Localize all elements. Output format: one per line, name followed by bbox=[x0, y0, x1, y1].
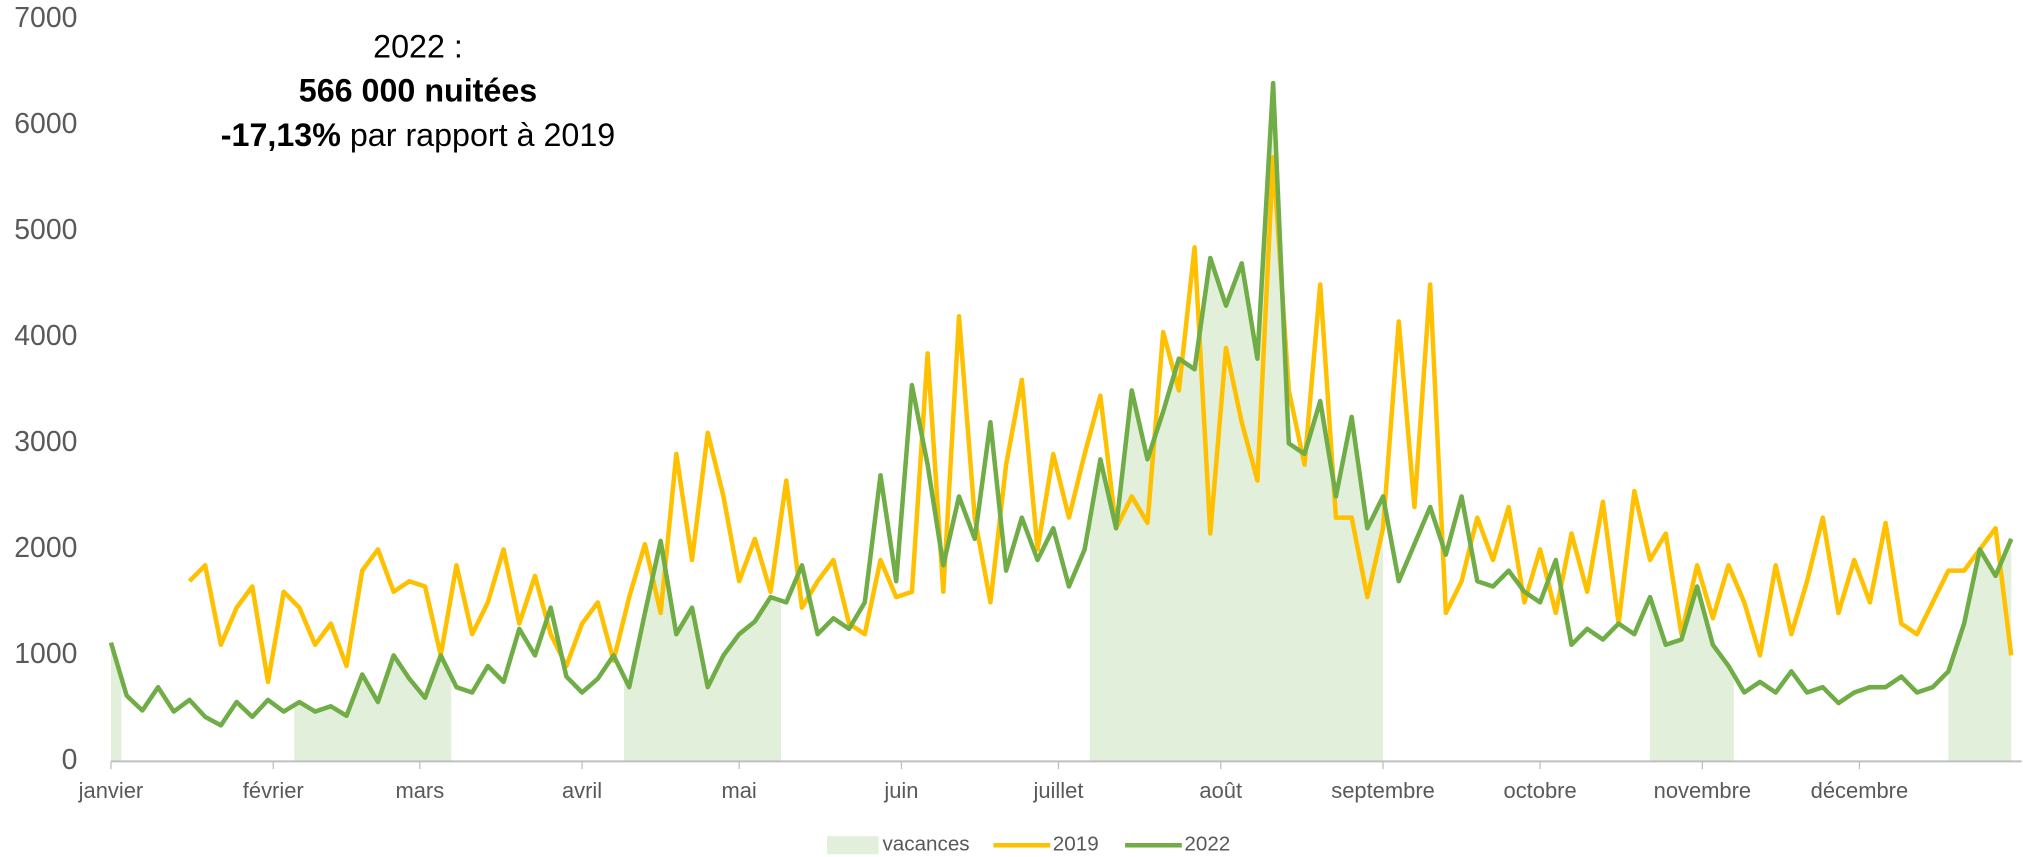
y-tick-label: 5000 bbox=[14, 214, 77, 246]
x-tick-label: janvier bbox=[78, 778, 144, 803]
series-line bbox=[187, 155, 2014, 685]
annotation: 2022 : 566 000 nuitées -17,13% par rappo… bbox=[221, 29, 615, 153]
x-tick-label: juin bbox=[883, 778, 918, 803]
x-tick-label: février bbox=[243, 778, 304, 803]
vacances-area bbox=[294, 655, 452, 762]
y-tick-label: 7000 bbox=[14, 2, 77, 34]
annotation-line: 2022 : bbox=[373, 29, 463, 65]
y-tick-label: 1000 bbox=[14, 638, 77, 670]
series-line bbox=[108, 80, 2014, 728]
legend-label: vacances bbox=[882, 833, 969, 856]
annotation-text: par rapport à 2019 bbox=[350, 116, 615, 152]
legend-swatch bbox=[827, 836, 879, 855]
annotation-line: 566 000 nuitées bbox=[299, 73, 537, 109]
x-tick-label: avril bbox=[562, 778, 602, 803]
x-tick-label: juillet bbox=[1032, 778, 1083, 803]
annotation-bold: -17,13% bbox=[221, 116, 341, 152]
x-tick-label: mars bbox=[395, 778, 444, 803]
x-tick-label: mai bbox=[721, 778, 756, 803]
vacances-area bbox=[1650, 586, 1734, 762]
x-tick-label: novembre bbox=[1654, 778, 1751, 803]
legend-label: 2019 bbox=[1053, 833, 1099, 856]
legend-label: 2022 bbox=[1184, 833, 1230, 856]
annotation-line: -17,13% par rapport à 2019 bbox=[221, 116, 615, 152]
x-tick-label: décembre bbox=[1811, 778, 1908, 803]
vacances-area bbox=[1948, 538, 2012, 762]
legend: vacances 2019 2022 bbox=[827, 833, 1230, 856]
x-tick-label: septembre bbox=[1331, 778, 1435, 803]
y-tick-label: 2000 bbox=[14, 532, 77, 564]
y-tick-label: 6000 bbox=[14, 108, 77, 140]
y-tick-label: 0 bbox=[62, 744, 78, 776]
y-tick-label: 3000 bbox=[14, 426, 77, 458]
x-tick-label: octobre bbox=[1504, 778, 1577, 803]
x-tick-label: août bbox=[1199, 778, 1242, 803]
vacances-area bbox=[1089, 83, 1384, 762]
y-tick-label: 4000 bbox=[14, 320, 77, 352]
